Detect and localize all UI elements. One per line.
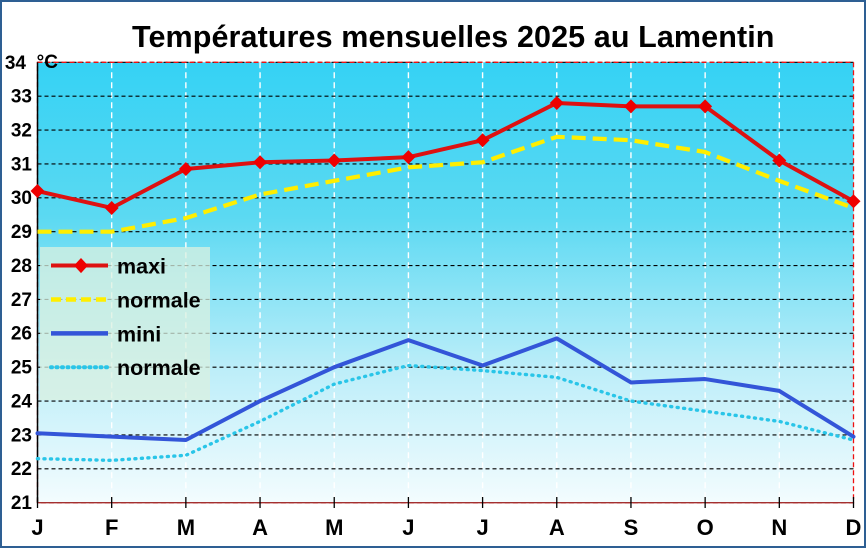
svg-text:normale: normale [117, 288, 201, 312]
svg-text:°C: °C [37, 52, 59, 73]
svg-text:D: D [846, 515, 862, 540]
svg-text:24: 24 [11, 392, 33, 413]
svg-text:M: M [177, 515, 195, 540]
svg-text:F: F [105, 515, 118, 540]
svg-text:J: J [402, 515, 414, 540]
svg-text:23: 23 [11, 425, 32, 446]
svg-text:S: S [624, 515, 639, 540]
svg-text:A: A [252, 515, 268, 540]
svg-text:M: M [325, 515, 343, 540]
svg-text:O: O [697, 515, 714, 540]
svg-text:maxi: maxi [117, 255, 166, 279]
svg-text:J: J [31, 515, 43, 540]
svg-text:22: 22 [11, 459, 32, 480]
svg-text:normale: normale [117, 356, 201, 380]
svg-text:30: 30 [11, 188, 32, 209]
svg-text:33: 33 [11, 87, 32, 108]
svg-text:mini: mini [117, 322, 161, 346]
svg-text:N: N [771, 515, 787, 540]
svg-text:34: 34 [5, 53, 27, 74]
svg-text:25: 25 [11, 358, 33, 379]
svg-text:32: 32 [11, 120, 32, 141]
svg-text:26: 26 [11, 324, 32, 345]
svg-text:21: 21 [11, 493, 33, 514]
svg-text:28: 28 [11, 256, 32, 277]
svg-text:A: A [549, 515, 565, 540]
svg-text:J: J [476, 515, 488, 540]
svg-text:29: 29 [11, 222, 32, 243]
svg-text:31: 31 [11, 154, 33, 175]
svg-text:27: 27 [11, 290, 32, 311]
